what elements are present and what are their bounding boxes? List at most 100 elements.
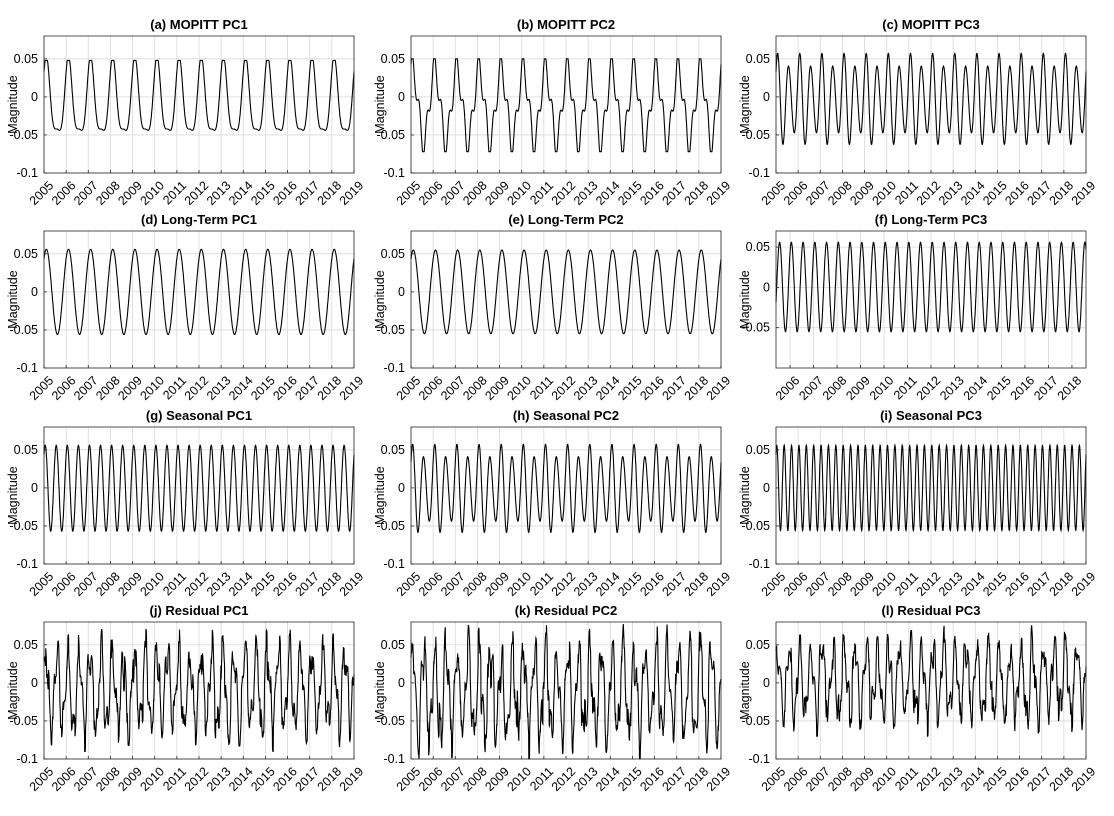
y-tick-label: -0.05 <box>377 714 406 728</box>
x-tick-label: 2010 <box>504 764 534 794</box>
x-tick-label: 2016 <box>1002 569 1032 599</box>
x-tick-label: 2013 <box>204 764 234 794</box>
x-tick-label: 2012 <box>182 764 212 794</box>
x-tick-label: 2016 <box>270 569 300 599</box>
x-tick-label: 2019 <box>704 373 734 403</box>
y-tick-label: 0.05 <box>381 247 405 261</box>
y-tick-label: 0 <box>763 280 770 294</box>
x-tick-label: 2009 <box>115 764 145 794</box>
y-tick-label: -0.05 <box>742 321 771 335</box>
x-tick-label: 2011 <box>892 178 921 207</box>
y-tick-label: -0.1 <box>383 557 405 571</box>
x-tick-label: 2015 <box>615 373 645 403</box>
x-tick-label: 2018 <box>1047 764 1077 794</box>
y-tick-label: -0.1 <box>16 557 38 571</box>
x-tick-label: 2008 <box>460 178 490 208</box>
x-tick-label: 2019 <box>337 178 367 208</box>
y-tick-label: -0.05 <box>742 519 771 533</box>
x-tick-label: 2013 <box>204 178 234 208</box>
series-line <box>43 444 355 532</box>
x-tick-label: 2015 <box>248 569 278 599</box>
x-tick-label: 2016 <box>637 178 667 208</box>
y-tick-label: 0 <box>31 90 38 104</box>
x-tick-label: 2006 <box>781 764 811 794</box>
x-tick-label: 2013 <box>571 373 601 403</box>
x-tick-label: 2016 <box>270 764 300 794</box>
x-tick-label: 2010 <box>504 373 534 403</box>
y-axis-label: Magnitude <box>373 661 387 719</box>
x-tick-label: 2019 <box>1069 178 1099 208</box>
series-line <box>43 248 355 336</box>
x-tick-label: 2019 <box>337 569 367 599</box>
x-tick-label: 2012 <box>549 569 579 599</box>
x-tick-label: 2010 <box>869 569 899 599</box>
y-tick-label: 0 <box>398 481 405 495</box>
y-tick-label: 0.05 <box>14 443 38 457</box>
x-tick-label: 2005 <box>759 178 789 208</box>
x-tick-label: 2008 <box>460 764 490 794</box>
x-tick-label: 2017 <box>292 373 322 403</box>
x-tick-label: 2013 <box>936 569 966 599</box>
x-tick-label: 2015 <box>980 178 1010 208</box>
x-tick-label: 2016 <box>1002 764 1032 794</box>
x-tick-label: 2008 <box>93 764 123 794</box>
y-tick-label: 0 <box>31 481 38 495</box>
x-tick-label: 2009 <box>482 569 512 599</box>
x-tick-label: 2008 <box>460 569 490 599</box>
y-tick-label: 0.05 <box>14 52 38 66</box>
x-tick-label: 2013 <box>936 764 966 794</box>
series-line <box>410 58 722 153</box>
y-tick-label: 0 <box>398 90 405 104</box>
x-tick-label: 2016 <box>1008 373 1038 403</box>
x-tick-label: 2012 <box>914 764 944 794</box>
x-tick-label: 2009 <box>847 178 877 208</box>
y-tick-label: -0.05 <box>377 323 406 337</box>
x-tick-label: 2014 <box>958 178 988 208</box>
x-tick-label: 2016 <box>637 569 667 599</box>
x-tick-label: 2019 <box>337 764 367 794</box>
x-tick-label: 2013 <box>571 178 601 208</box>
series-line <box>410 443 722 534</box>
x-tick-label: 2014 <box>593 764 623 794</box>
y-axis-label: Magnitude <box>6 75 20 133</box>
y-axis-label: Magnitude <box>373 270 387 328</box>
x-tick-label: 2018 <box>682 569 712 599</box>
y-tick-label: 0.05 <box>381 52 405 66</box>
x-tick-label: 2014 <box>226 178 256 208</box>
y-tick-label: -0.05 <box>10 323 39 337</box>
x-tick-label: 2012 <box>549 373 579 403</box>
x-tick-label: 2016 <box>270 373 300 403</box>
x-tick-label: 2018 <box>682 373 712 403</box>
x-tick-label: 2008 <box>93 569 123 599</box>
x-tick-label: 2018 <box>682 178 712 208</box>
x-tick-label: 2019 <box>1069 569 1099 599</box>
x-tick-label: 2015 <box>984 373 1014 403</box>
x-tick-label: 2005 <box>27 764 57 794</box>
x-tick-label: 2017 <box>292 569 322 599</box>
x-tick-label: 2007 <box>71 178 101 208</box>
x-tick-label: 2013 <box>571 764 601 794</box>
x-tick-label: 2017 <box>1024 764 1054 794</box>
x-tick-label: 2008 <box>93 178 123 208</box>
x-tick-label: 2014 <box>958 569 988 599</box>
panel-title: (h) Seasonal PC2 <box>513 408 619 423</box>
panel-c: -0.1-0.0500.0520052006200720082009201020… <box>738 17 1098 208</box>
x-tick-label: 2012 <box>914 569 944 599</box>
y-tick-label: -0.1 <box>383 166 405 180</box>
series-line <box>410 249 722 335</box>
x-tick-label: 2010 <box>137 373 167 403</box>
panel-title: (i) Seasonal PC3 <box>880 408 982 423</box>
x-tick-label: 2012 <box>182 373 212 403</box>
x-tick-label: 2005 <box>27 569 57 599</box>
x-tick-label: 2019 <box>704 178 734 208</box>
x-tick-label: 2005 <box>394 764 424 794</box>
x-tick-label: 2006 <box>773 373 803 403</box>
x-tick-label: 2015 <box>248 373 278 403</box>
x-tick-label: 2011 <box>527 764 556 793</box>
panel-a: -0.1-0.0500.0520052006200720082009201020… <box>6 17 366 208</box>
x-tick-label: 2009 <box>843 373 873 403</box>
panel-title: (l) Residual PC3 <box>882 603 981 618</box>
x-tick-label: 2016 <box>270 178 300 208</box>
x-tick-label: 2016 <box>637 373 667 403</box>
y-tick-label: -0.1 <box>383 361 405 375</box>
